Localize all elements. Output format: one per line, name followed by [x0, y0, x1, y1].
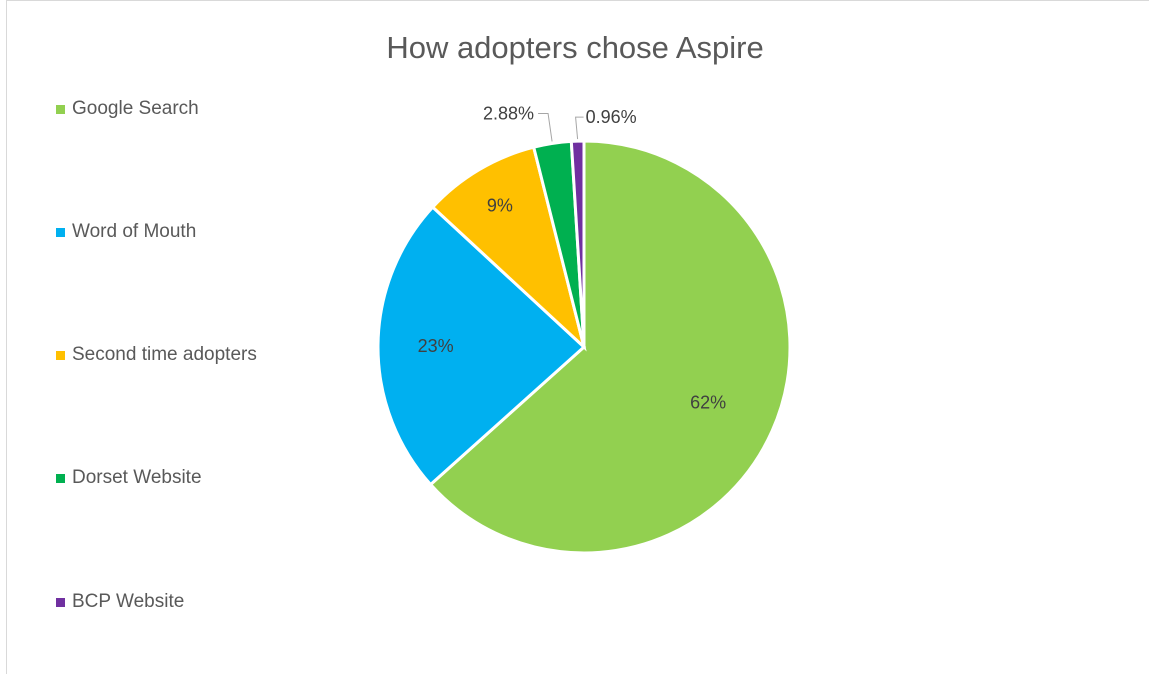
data-label-google-search: 62% [690, 392, 726, 412]
legend-item-second-time-adopters: Second time adopters [56, 344, 257, 366]
legend-label: Second time adopters [72, 344, 257, 365]
pie-slices [376, 139, 792, 555]
chart-title: How adopters chose Aspire [386, 30, 764, 65]
pie-slice-word-of-mouth [376, 205, 587, 487]
pie-slice-google-search [428, 139, 792, 555]
chart-area [6, 0, 1149, 674]
legend-swatch [56, 227, 65, 237]
legend: Google Search Word of Mouth Second time … [56, 0, 356, 675]
leader-line-bcp-website [575, 116, 584, 140]
legend-label: Google Search [72, 98, 199, 119]
data-label-dorset-website: 2.88% [483, 103, 534, 123]
leader-line-dorset-website [538, 112, 553, 142]
data-label-bcp-website: 0.96% [586, 107, 637, 127]
legend-swatch [56, 350, 65, 360]
pie-slice-bcp-website [569, 139, 586, 348]
legend-item-dorset-website: Dorset Website [56, 467, 202, 489]
legend-item-google-search: Google Search [56, 98, 199, 120]
legend-label: BCP Website [72, 591, 185, 612]
legend-swatch [56, 104, 65, 114]
legend-item-word-of-mouth: Word of Mouth [56, 221, 196, 243]
leader-lines [538, 112, 584, 142]
data-labels: 62% 23% 9% 2.88% 0.96% [418, 103, 726, 412]
data-label-word-of-mouth: 23% [418, 336, 454, 356]
legend-swatch [56, 473, 65, 483]
legend-label: Dorset Website [72, 467, 202, 488]
legend-item-bcp-website: BCP Website [56, 591, 184, 613]
legend-label: Word of Mouth [72, 221, 197, 242]
data-label-second-time-adopters: 9% [487, 195, 513, 215]
legend-swatch [56, 597, 65, 607]
